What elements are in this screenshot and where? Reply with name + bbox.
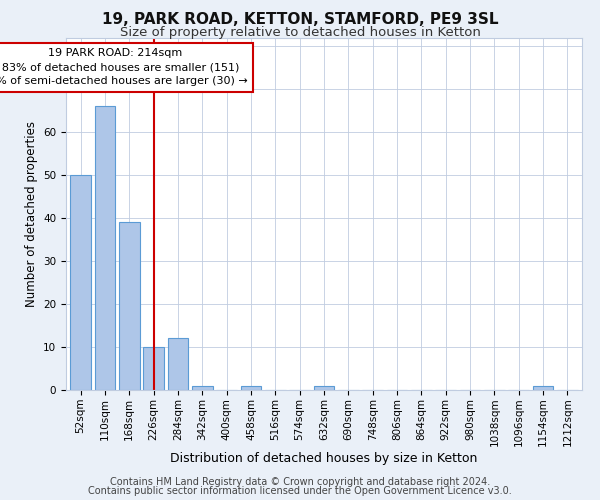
Text: Contains public sector information licensed under the Open Government Licence v3: Contains public sector information licen… xyxy=(88,486,512,496)
Text: Size of property relative to detached houses in Ketton: Size of property relative to detached ho… xyxy=(119,26,481,39)
Text: Contains HM Land Registry data © Crown copyright and database right 2024.: Contains HM Land Registry data © Crown c… xyxy=(110,477,490,487)
Bar xyxy=(95,106,115,390)
Y-axis label: Number of detached properties: Number of detached properties xyxy=(25,120,38,306)
Bar xyxy=(241,386,262,390)
Bar xyxy=(314,386,334,390)
Text: 19, PARK ROAD, KETTON, STAMFORD, PE9 3SL: 19, PARK ROAD, KETTON, STAMFORD, PE9 3SL xyxy=(102,12,498,28)
Bar xyxy=(143,347,164,390)
Bar xyxy=(192,386,212,390)
X-axis label: Distribution of detached houses by size in Ketton: Distribution of detached houses by size … xyxy=(170,452,478,465)
Bar xyxy=(167,338,188,390)
Bar xyxy=(70,175,91,390)
Text: 19 PARK ROAD: 214sqm
← 83% of detached houses are smaller (151)
17% of semi-deta: 19 PARK ROAD: 214sqm ← 83% of detached h… xyxy=(0,48,248,86)
Bar xyxy=(533,386,553,390)
Bar xyxy=(119,222,140,390)
